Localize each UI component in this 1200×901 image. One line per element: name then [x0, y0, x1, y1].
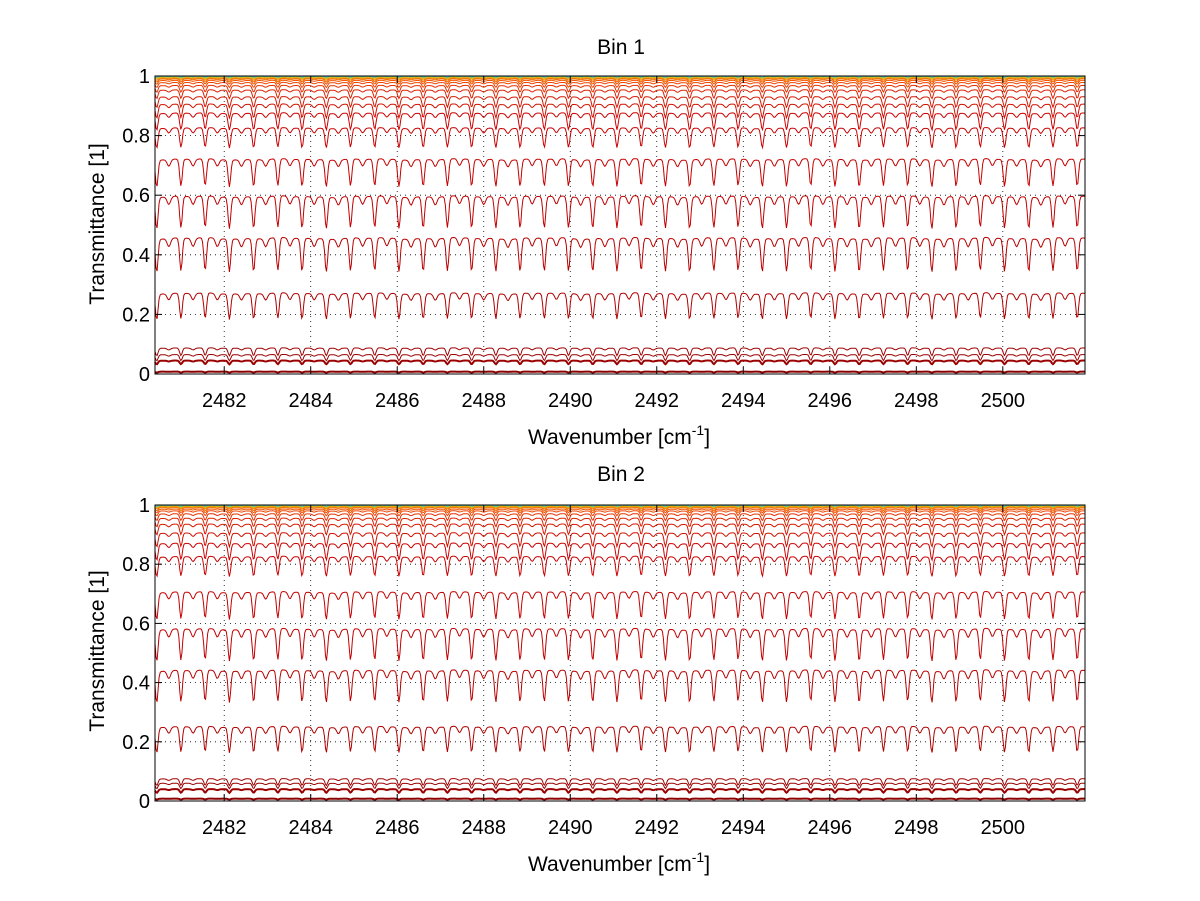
- x-axis-label-main: Wavenumber [cm: [528, 426, 692, 449]
- y-axis-label: Transmittance [1]: [86, 570, 109, 731]
- series-line: [154, 627, 1086, 662]
- series-line: [154, 103, 1086, 120]
- series-line: [154, 517, 1086, 529]
- x-tick-label: 2500: [981, 817, 1026, 839]
- x-axis-label-main: Wavenumber [cm: [528, 853, 692, 876]
- series-line: [154, 79, 1086, 85]
- series-line: [154, 797, 1085, 801]
- series-line: [154, 347, 1085, 357]
- series-line: [154, 523, 1086, 537]
- axes-box: [154, 75, 1086, 375]
- x-tick-label: 2492: [635, 817, 680, 839]
- series-lines: [154, 75, 1086, 374]
- x-axis-label-superscript: -1: [692, 849, 705, 865]
- x-tick-label: 2482: [202, 817, 247, 839]
- series-lines: [154, 504, 1086, 801]
- series-line: [154, 532, 1086, 549]
- x-ticks: 2482 2484 2486 2488 2490 2492 2494 2496 2498 2500: [202, 505, 1025, 839]
- y-tick-label: 1: [139, 495, 150, 517]
- y-tick-label: 0: [139, 364, 150, 386]
- series-line: [154, 77, 1085, 81]
- series-line: [154, 725, 1086, 754]
- series-line: [154, 195, 1086, 229]
- series-line: [154, 236, 1086, 273]
- x-tick-label: 2488: [461, 390, 506, 412]
- y-tick-label: 0.2: [122, 732, 150, 754]
- subplot-title: Bin 1: [597, 36, 645, 59]
- series-line: [154, 353, 1085, 362]
- series-line: [154, 292, 1086, 321]
- axes-box: [154, 504, 1086, 802]
- y-tick-label: 0.2: [122, 304, 150, 326]
- x-tick-label: 2498: [894, 817, 939, 839]
- series-line: [154, 96, 1086, 109]
- y-axis-label: Transmittance [1]: [86, 143, 109, 304]
- subplot-bin-2: Bin 2 2482 2484 2486 2488 2490 2492 2494 2496 24…: [86, 463, 1086, 876]
- x-axis-label: Wavenumber [cm-1]: [528, 422, 710, 449]
- y-tick-label: 0.8: [122, 554, 150, 576]
- y-tick-label: 0.6: [122, 613, 150, 635]
- x-tick-label: 2492: [635, 390, 680, 412]
- series-line: [154, 89, 1086, 100]
- series-line: [154, 542, 1086, 562]
- x-tick-label: 2496: [808, 817, 853, 839]
- series-line: [154, 513, 1085, 522]
- series-line: [154, 84, 1085, 94]
- series-line: [154, 507, 1085, 512]
- y-tick-label: 0.4: [122, 673, 150, 695]
- series-line: [154, 782, 1085, 790]
- x-axis-label-superscript: -1: [692, 422, 705, 438]
- x-tick-label: 2490: [548, 817, 593, 839]
- x-tick-label: 2486: [375, 390, 420, 412]
- series-line: [154, 370, 1085, 374]
- series-line: [154, 78, 1086, 83]
- x-axis-label: Wavenumber [cm-1]: [528, 849, 710, 876]
- x-tick-label: 2494: [721, 817, 766, 839]
- subplot-bin-1: Bin 1 2482 2484 2486 2488 2490 2492 2494 2496 24…: [86, 36, 1086, 449]
- series-line: [154, 778, 1086, 787]
- x-tick-label: 2500: [981, 390, 1026, 412]
- y-tick-label: 0.6: [122, 185, 150, 207]
- x-tick-label: 2496: [808, 390, 853, 412]
- series-line: [154, 76, 1085, 80]
- series-line: [154, 669, 1086, 703]
- x-tick-label: 2484: [288, 390, 333, 412]
- y-tick-label: 0.8: [122, 126, 150, 148]
- x-axis-label-close: ]: [704, 426, 710, 449]
- series-line: [154, 505, 1085, 509]
- x-ticks: 2482 2484 2486 2488 2490 2492 2494 2496 2498 2500: [202, 76, 1025, 412]
- series-line: [154, 555, 1086, 578]
- y-tick-label: 1: [139, 66, 150, 88]
- series-line: [154, 359, 1086, 366]
- y-ticks: 0 0.2 0.4 0.6 0.8 1: [122, 495, 1085, 813]
- y-tick-label: 0.4: [122, 245, 150, 267]
- x-tick-label: 2482: [202, 390, 247, 412]
- series-line: [154, 506, 1086, 510]
- x-tick-label: 2484: [288, 817, 333, 839]
- x-axis-label-close: ]: [704, 853, 710, 876]
- series-line: [154, 127, 1086, 150]
- subplot-title: Bin 2: [597, 463, 645, 486]
- x-tick-label: 2498: [894, 390, 939, 412]
- series-line: [154, 81, 1085, 89]
- y-tick-label: 0: [139, 791, 150, 813]
- series-line: [154, 158, 1086, 188]
- series-line: [154, 590, 1086, 620]
- x-tick-label: 2490: [548, 390, 593, 412]
- series-line: [154, 112, 1086, 132]
- x-tick-label: 2486: [375, 817, 420, 839]
- y-ticks: 0 0.2 0.4 0.6 0.8 1: [122, 66, 1085, 386]
- x-tick-label: 2494: [721, 390, 766, 412]
- series-line: [154, 508, 1085, 514]
- series-line: [154, 510, 1085, 517]
- x-tick-label: 2488: [461, 817, 506, 839]
- series-line: [154, 788, 1085, 795]
